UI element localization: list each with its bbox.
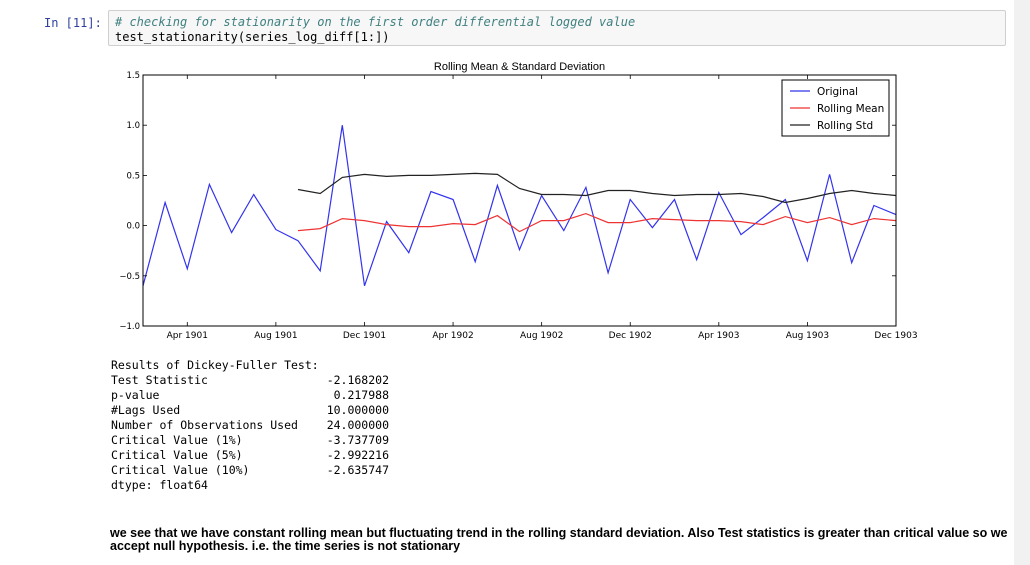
result-value: 24.000000 [326, 418, 389, 432]
result-value: 10.000000 [326, 403, 389, 417]
series-line-original [142, 125, 897, 286]
result-label: Critical Value (5%) [111, 448, 243, 462]
y-tick-label: −0.5 [119, 272, 140, 282]
result-label: #Lags Used [111, 403, 181, 417]
result-label: Critical Value (1%) [111, 433, 243, 447]
code-cell-input[interactable]: # checking for stationarity on the first… [108, 10, 1006, 46]
y-tick-label: 0.0 [126, 222, 140, 232]
x-tick-label: Apr 1902 [432, 331, 473, 341]
result-value: -2.168202 [326, 373, 389, 387]
x-tick-label: Dec 1902 [609, 331, 652, 341]
cell-prompt: In [11]: [44, 16, 102, 30]
legend-label: Original [817, 86, 858, 98]
y-tick-label: 1.0 [126, 121, 140, 131]
y-tick-label: 1.5 [126, 71, 140, 81]
result-label: Number of Observations Used [111, 418, 298, 432]
results-dtype: dtype: float64 [111, 478, 208, 492]
result-value: 0.217988 [333, 388, 389, 402]
x-tick-label: Dec 1901 [343, 331, 386, 341]
rolling-chart: Rolling Mean & Standard Deviation 1.5 1.0 0… [100, 55, 930, 345]
x-tick-label: Apr 1903 [698, 331, 739, 341]
result-value: -3.737709 [326, 433, 389, 447]
x-tick-label: Apr 1901 [167, 331, 208, 341]
y-tick-label: −1.0 [119, 322, 140, 332]
result-value: -2.635747 [326, 463, 389, 477]
code-comment: # checking for stationarity on the first… [115, 15, 636, 29]
chart-title: Rolling Mean & Standard Deviation [434, 61, 605, 73]
markdown-conclusion: we see that we have constant rolling mea… [110, 526, 1008, 553]
series-line-rolling-mean [297, 212, 897, 233]
y-tick-label: 0.5 [126, 171, 140, 181]
results-header: Results of Dickey-Fuller Test: [111, 358, 319, 372]
x-tick-label: Aug 1903 [786, 331, 829, 341]
x-tick-label: Aug 1902 [520, 331, 563, 341]
result-label: Critical Value (10%) [111, 463, 250, 477]
plot-frame [142, 74, 897, 327]
result-label: p-value [111, 388, 160, 402]
x-tick-label: Dec 1903 [874, 331, 917, 341]
x-tick-label: Aug 1901 [254, 331, 297, 341]
page-scrollbar[interactable] [1014, 0, 1030, 565]
result-label: Test Statistic [111, 373, 208, 387]
series-line-rolling-std [297, 172, 897, 204]
result-value: -2.992216 [326, 448, 389, 462]
chart-svg: Rolling Mean & Standard Deviation 1.5 1.0 0… [119, 61, 917, 341]
legend-label: Rolling Mean [817, 103, 884, 115]
code-line: test_stationarity(series_log_diff[1:]) [115, 30, 390, 44]
legend-label: Rolling Std [817, 120, 873, 132]
